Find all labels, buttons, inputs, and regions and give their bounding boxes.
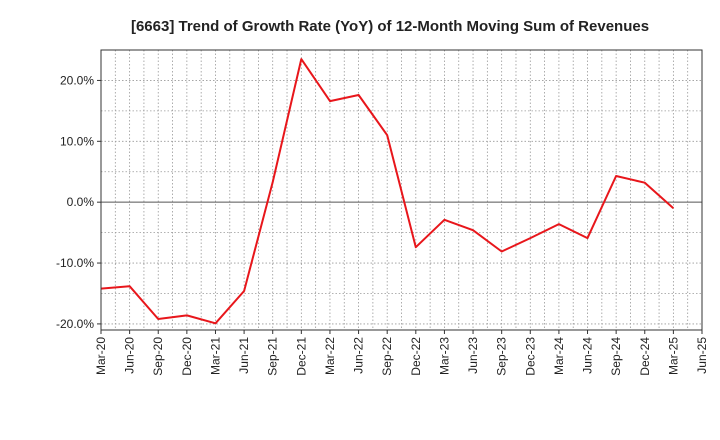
x-tick-label: Jun-21: [237, 337, 251, 374]
y-tick-label: 0.0%: [67, 195, 95, 209]
y-axis: 20.0% 10.0% 0.0% -10.0% -20.0%: [56, 73, 101, 331]
x-tick-label: Jun-23: [466, 337, 480, 374]
x-tick-label: Mar-21: [208, 337, 222, 375]
x-tick-label: Mar-23: [437, 337, 451, 375]
x-tick-label: Mar-25: [666, 337, 680, 375]
x-tick-label: Dec-23: [523, 337, 537, 376]
y-tick-label: -20.0%: [56, 317, 94, 331]
x-tick-label: Sep-21: [266, 337, 280, 376]
y-tick-label: 20.0%: [60, 73, 94, 87]
x-tick-label: Dec-22: [409, 337, 423, 376]
x-tick-label: Sep-24: [609, 337, 623, 376]
chart-title: [6663] Trend of Growth Rate (YoY) of 12-…: [131, 18, 649, 35]
x-tick-label: Jun-20: [123, 337, 137, 374]
x-tick-label: Sep-22: [380, 337, 394, 376]
x-tick-label: Dec-20: [180, 337, 194, 376]
series-line: [100, 58, 675, 325]
x-axis: Mar-20 Jun-20 Sep-20 Dec-20 Mar-21 Jun-21 Sep-…: [94, 330, 709, 376]
y-tick-label: 10.0%: [60, 134, 94, 148]
y-tick-label: -10.0%: [56, 256, 94, 270]
plot-frame: [100, 49, 703, 331]
x-tick-label: Mar-24: [552, 337, 566, 375]
x-tick-label: Dec-21: [294, 337, 308, 376]
x-tick-label: Mar-22: [323, 337, 337, 375]
x-tick-label: Dec-24: [638, 337, 652, 376]
x-tick-label: Jun-22: [352, 337, 366, 374]
series-layer: [100, 58, 675, 325]
x-tick-label: Mar-20: [94, 337, 108, 375]
x-tick-label: Sep-23: [495, 337, 509, 376]
x-tick-label: Sep-20: [151, 337, 165, 376]
x-tick-label: Jun-25: [695, 337, 709, 374]
x-tick-label: Jun-24: [581, 337, 595, 374]
